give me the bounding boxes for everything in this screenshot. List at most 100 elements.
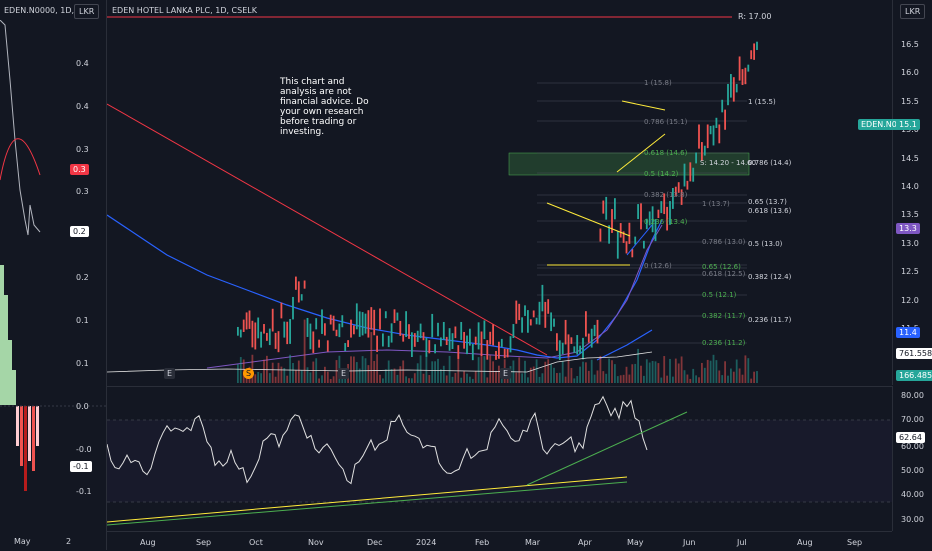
volume-bar xyxy=(614,364,616,383)
price-candle xyxy=(289,319,291,344)
volume-bar xyxy=(677,363,680,383)
time-axis-label: Aug xyxy=(140,538,156,547)
price-candle xyxy=(466,335,468,355)
price-candle xyxy=(361,312,364,336)
price-candle xyxy=(602,200,605,214)
volume-bar xyxy=(648,362,651,383)
volume-bar xyxy=(698,377,700,383)
volume-bar xyxy=(541,373,544,383)
main-chart-title: EDEN HOTEL LANKA PLC, 1D, CSELK xyxy=(112,6,257,15)
volume-bar xyxy=(292,362,294,383)
price-candle xyxy=(283,321,286,338)
volume-bar xyxy=(422,373,425,383)
volume-bar xyxy=(390,369,393,383)
price-candle xyxy=(547,299,550,314)
price-candle xyxy=(353,325,355,335)
rsi-axis-label: 80.00 xyxy=(901,391,924,400)
volume-bar xyxy=(297,360,300,383)
price-candle xyxy=(611,209,613,233)
resistance-label: R: 17.00 xyxy=(738,12,772,21)
volume-bar xyxy=(350,356,352,383)
fib-label: 0.786 (14.4) xyxy=(748,159,792,167)
price-candle xyxy=(245,312,248,330)
price-candle xyxy=(271,308,274,332)
volume-bar xyxy=(416,363,419,383)
earnings-event-icon[interactable]: E xyxy=(164,368,176,379)
volume-bar xyxy=(399,366,402,383)
split-event-icon[interactable]: S xyxy=(243,368,255,379)
main-currency-button[interactable]: LKR xyxy=(900,4,926,19)
volume-bar xyxy=(477,357,480,383)
volume-bar xyxy=(445,375,448,383)
volume-bar xyxy=(703,367,706,383)
volume-bar xyxy=(326,371,329,383)
volume-bar xyxy=(463,371,465,383)
price-candle xyxy=(295,276,297,290)
price-candle xyxy=(695,152,697,164)
volume-bar xyxy=(469,376,471,383)
price-candle xyxy=(428,340,431,354)
price-candle xyxy=(701,142,703,161)
price-candle xyxy=(570,337,573,344)
price-candle xyxy=(730,74,732,98)
volume-bar xyxy=(419,355,422,383)
time-axis-label: Jul xyxy=(737,538,747,547)
volume-bar xyxy=(637,348,639,383)
volume-bar xyxy=(596,370,599,383)
price-candle xyxy=(451,333,454,349)
volume-bar xyxy=(370,332,373,383)
price-candle xyxy=(756,41,758,50)
volume-bar xyxy=(558,372,561,383)
price-candle xyxy=(698,124,700,149)
volume-bar xyxy=(454,372,457,383)
volume-bar xyxy=(735,359,738,383)
time-axis[interactable]: Aug Sep Oct Nov Dec 2024 Feb Mar Apr May… xyxy=(107,531,892,551)
volume-bar xyxy=(405,376,407,383)
price-candle xyxy=(637,204,639,220)
volume-bar xyxy=(367,365,370,383)
price-candle xyxy=(280,302,283,319)
volume-bar xyxy=(257,371,260,383)
rsi-axis-label: 30.00 xyxy=(901,515,924,524)
time-axis-label: Mar xyxy=(525,538,541,547)
fib-label: 0.382 (11.7) xyxy=(702,312,746,320)
left-currency-button[interactable]: LKR xyxy=(74,4,100,19)
price-candle xyxy=(585,311,587,337)
price-candle xyxy=(654,219,657,242)
price-candle xyxy=(460,321,463,340)
price-candle xyxy=(480,331,483,357)
volume-bar xyxy=(727,375,729,383)
price-candle xyxy=(715,117,718,129)
volume-bar xyxy=(724,361,726,383)
volume-bar xyxy=(718,370,721,383)
volume-bar xyxy=(408,378,410,383)
rsi-axis[interactable]: 80.00 70.00 60.00 50.00 40.00 30.00 xyxy=(892,386,932,531)
price-candle xyxy=(669,201,671,225)
volume-bar xyxy=(616,376,619,383)
price-candle xyxy=(503,348,506,359)
price-candle xyxy=(335,329,338,337)
rsi-axis-label: 70.00 xyxy=(901,415,924,424)
time-axis-label: Feb xyxy=(475,538,490,547)
volume-bar xyxy=(535,359,538,383)
volume-bar xyxy=(631,364,634,383)
volume-bar xyxy=(529,367,532,383)
volume-bar xyxy=(747,358,750,383)
ma-blue-tag: 11.4 xyxy=(896,327,920,338)
fib-label: 0.5 (12.1) xyxy=(702,291,737,299)
volume-bar xyxy=(750,378,753,383)
earnings-event-icon[interactable]: E xyxy=(500,368,512,379)
left-axis-label: -0.1 xyxy=(76,487,92,496)
volume-bar xyxy=(460,377,463,383)
volume-bar xyxy=(532,366,535,383)
earnings-event-icon[interactable]: E xyxy=(338,368,350,379)
fib-label: 0.236 (11.2) xyxy=(702,339,746,347)
volume-bar xyxy=(353,356,355,383)
fib-label: 0.382 (12.4) xyxy=(748,273,792,281)
volume-bar xyxy=(431,361,434,383)
price-candle xyxy=(538,301,541,325)
price-candle xyxy=(605,196,608,220)
price-candle xyxy=(692,167,695,182)
fib-label: 1 (13.7) xyxy=(702,200,730,208)
price-candle xyxy=(582,337,584,360)
